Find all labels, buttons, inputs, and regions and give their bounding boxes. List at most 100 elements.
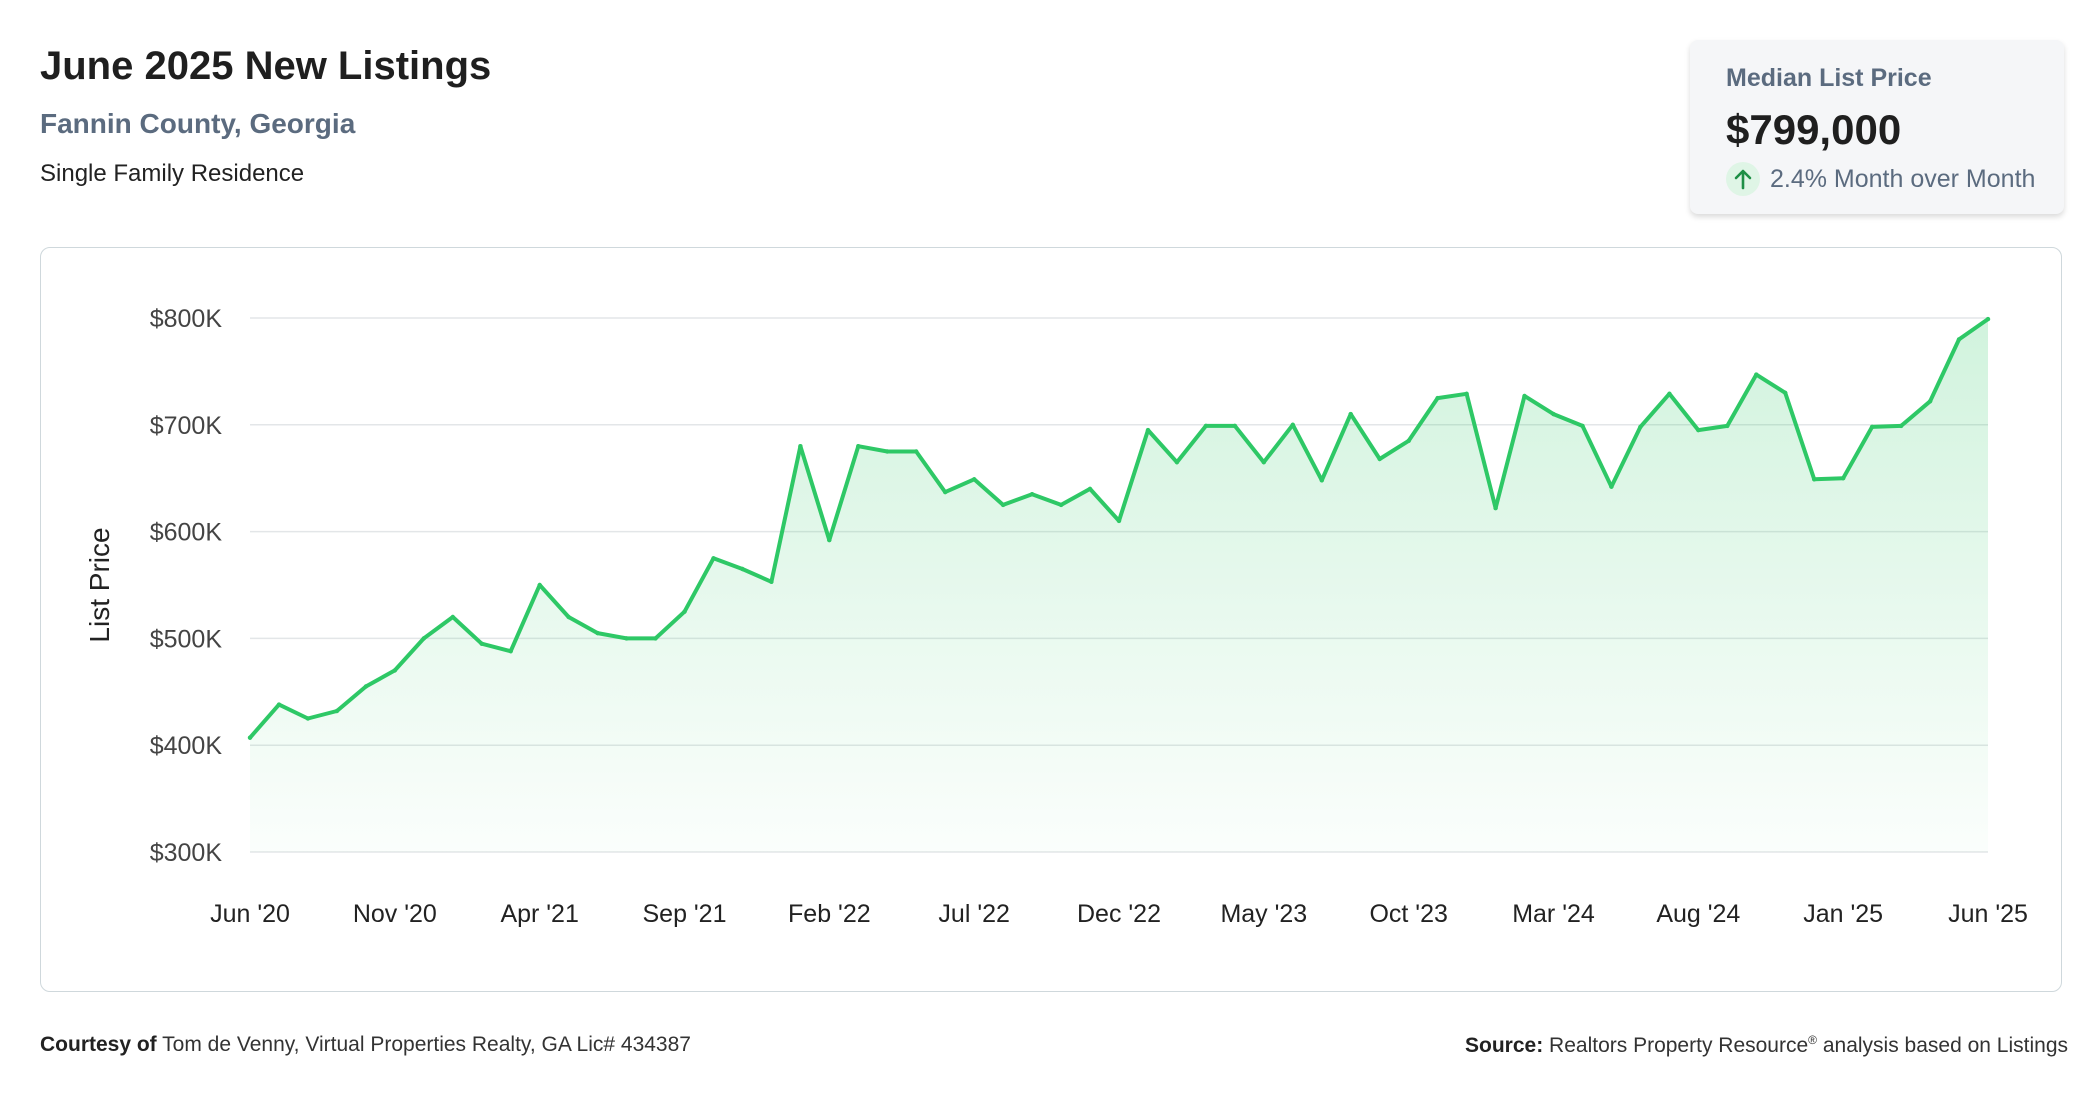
x-tick-label: Mar '24 bbox=[1512, 900, 1595, 928]
line-segment bbox=[653, 609, 687, 641]
data-point bbox=[1261, 460, 1267, 465]
data-point bbox=[856, 444, 861, 449]
data-point bbox=[972, 477, 977, 482]
line-segment bbox=[827, 444, 861, 543]
data-point bbox=[1087, 486, 1093, 492]
data-point bbox=[1696, 427, 1701, 433]
line-segment bbox=[508, 583, 542, 654]
line-segment bbox=[305, 709, 339, 721]
data-point bbox=[1754, 372, 1759, 377]
data-point bbox=[1725, 423, 1730, 429]
line-segment bbox=[1117, 428, 1150, 523]
x-tick-label: Aug '24 bbox=[1656, 900, 1740, 928]
line-segment bbox=[1435, 391, 1469, 401]
y-tick-label: $800K bbox=[150, 305, 223, 333]
line-segment bbox=[1261, 422, 1295, 465]
line-segment bbox=[1580, 423, 1614, 489]
line-segment bbox=[740, 567, 774, 584]
data-point bbox=[1869, 424, 1875, 430]
source-label: Source: bbox=[1465, 1034, 1544, 1057]
y-tick-label: $500K bbox=[150, 625, 223, 653]
line-segment bbox=[1030, 492, 1064, 507]
line-segment bbox=[1174, 423, 1208, 465]
line-segment bbox=[1146, 428, 1179, 465]
y-tick-label: $600K bbox=[150, 519, 223, 547]
data-point bbox=[450, 614, 455, 620]
x-tick-label: Sep '21 bbox=[642, 900, 726, 928]
data-point bbox=[1116, 518, 1122, 524]
line-segment bbox=[1638, 391, 1672, 429]
data-point bbox=[914, 449, 919, 454]
data-point bbox=[740, 566, 745, 572]
data-point bbox=[827, 537, 832, 543]
data-point bbox=[653, 636, 658, 641]
x-tick-label: Jun '25 bbox=[1948, 900, 2028, 928]
list-price-chart: $300K $400K $500K $600K $700K $800K List Price… bbox=[84, 305, 2028, 928]
line-segment bbox=[1406, 396, 1440, 443]
data-point bbox=[1812, 477, 1817, 482]
line-segment bbox=[277, 702, 310, 721]
x-tick-label: Jul '22 bbox=[938, 900, 1009, 928]
x-tick-label: Apr '21 bbox=[500, 900, 578, 928]
stat-change: 2.4% Month over Month bbox=[1726, 162, 2035, 196]
data-point bbox=[1927, 399, 1933, 404]
line-segment bbox=[1812, 476, 1846, 482]
line-segment bbox=[1290, 422, 1324, 483]
line-segment bbox=[1609, 424, 1643, 489]
data-point bbox=[1898, 423, 1904, 429]
line-segment bbox=[1928, 337, 1961, 404]
chart-container: $300K $400K $500K $600K $700K $800K List Price… bbox=[40, 247, 2062, 992]
line-segment bbox=[421, 615, 455, 641]
data-point bbox=[1551, 411, 1556, 417]
courtesy-label: Courtesy of bbox=[40, 1033, 157, 1056]
data-point bbox=[537, 582, 542, 588]
property-type-label: Single Family Residence bbox=[40, 160, 305, 187]
data-point bbox=[1783, 390, 1788, 395]
line-segment bbox=[1754, 372, 1788, 395]
line-segment bbox=[1957, 317, 1990, 342]
line-segment bbox=[1464, 391, 1498, 511]
x-tick-label: Oct '23 bbox=[1369, 900, 1447, 928]
data-point bbox=[1956, 337, 1962, 342]
data-point bbox=[1377, 456, 1382, 462]
data-point bbox=[1406, 438, 1411, 443]
line-segment bbox=[1001, 492, 1035, 507]
line-segment bbox=[537, 583, 571, 619]
data-point bbox=[508, 649, 513, 654]
page-title: June 2025 New Listings bbox=[40, 44, 492, 88]
data-point bbox=[1174, 460, 1180, 465]
data-point bbox=[1145, 427, 1151, 433]
data-point bbox=[1580, 423, 1585, 429]
line-segment bbox=[1348, 412, 1382, 461]
data-point bbox=[479, 641, 484, 646]
x-tick-label: Jun '20 bbox=[210, 900, 290, 928]
line-segment bbox=[972, 477, 1006, 507]
line-segment bbox=[392, 636, 426, 673]
line-segment bbox=[711, 556, 745, 571]
stat-change-text: 2.4% Month over Month bbox=[1770, 164, 2036, 193]
x-tick-label: Nov '20 bbox=[353, 900, 437, 928]
line-segment bbox=[769, 444, 803, 584]
source-text-2: analysis based on Listings bbox=[1822, 1034, 2068, 1057]
data-point bbox=[392, 668, 397, 673]
source-text: Realtors Property Resource bbox=[1549, 1034, 1809, 1057]
data-point bbox=[711, 556, 716, 561]
y-tick-label: $300K bbox=[150, 839, 223, 867]
line-segment bbox=[1522, 394, 1556, 417]
x-tick-label: Dec '22 bbox=[1077, 900, 1161, 928]
data-point bbox=[1000, 502, 1006, 508]
data-point bbox=[334, 708, 340, 714]
data-point bbox=[595, 630, 600, 636]
line-segment bbox=[1319, 412, 1353, 483]
line-segment bbox=[334, 684, 368, 713]
line-segment bbox=[682, 556, 716, 614]
data-point bbox=[798, 444, 803, 449]
data-point bbox=[769, 579, 774, 584]
line-segment bbox=[914, 449, 948, 495]
data-point bbox=[682, 609, 687, 614]
stat-label: Median List Price bbox=[1726, 64, 1932, 92]
y-axis-label: List Price bbox=[84, 527, 115, 642]
data-point bbox=[363, 684, 369, 689]
registered-mark: ® bbox=[1808, 1033, 1817, 1047]
data-point bbox=[247, 735, 253, 740]
